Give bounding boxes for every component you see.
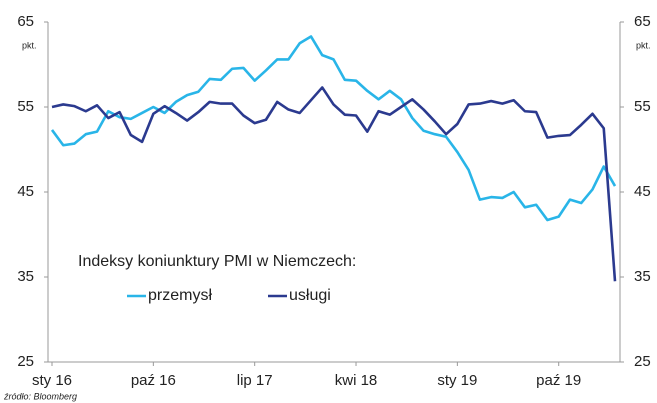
legend-label: przemysł [148,287,212,304]
y2-tick-label: 45 [634,183,651,200]
legend-title: Indeksy koniunktury PMI w Niemczech: [78,253,356,270]
y-unit: pkt. [22,40,37,50]
y2-unit: pkt. [636,40,651,50]
legend-label: usługi [289,287,331,304]
x-tick-label: kwi 18 [335,372,378,389]
y2-tick-label: 55 [634,98,651,115]
line-series [51,86,617,282]
line-series [50,35,617,222]
y-tick-label: 65 [17,13,34,30]
y2-tick-label: 35 [634,268,651,285]
y2-tick-label: 25 [634,353,651,370]
x-tick-label: sty 16 [32,372,72,389]
y-tick-label: 45 [17,183,34,200]
x-tick-label: sty 19 [437,372,477,389]
y-tick-label: 25 [17,353,34,370]
x-tick-label: paź 19 [536,372,581,389]
source: źródło: Bloomberg [3,391,77,401]
y-tick-label: 35 [17,268,34,285]
x-tick-label: lip 17 [237,372,273,389]
y-tick-label: 55 [17,98,34,115]
x-tick-label: paź 16 [131,372,176,389]
y2-tick-label: 65 [634,13,651,30]
